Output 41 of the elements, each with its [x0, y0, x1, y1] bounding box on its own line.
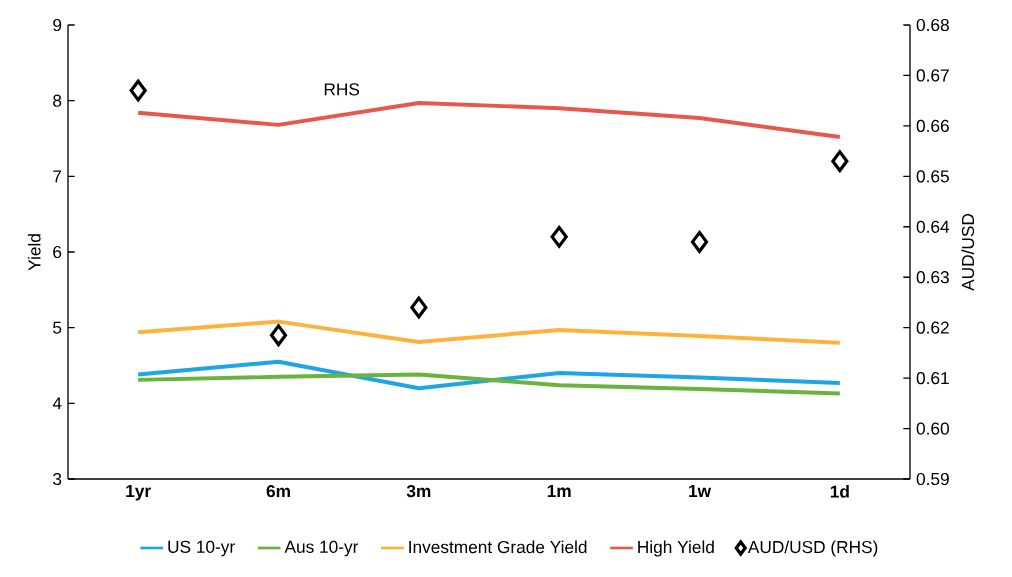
x-tick-label: 1yr: [126, 484, 151, 501]
y2-tick-label: 0.67: [916, 69, 949, 82]
point: [129, 79, 147, 102]
line-series: [136, 319, 842, 345]
point: [831, 150, 849, 172]
y-tick-label: 5: [53, 321, 62, 334]
legend-label: Investment Grade Yield: [409, 540, 587, 553]
y2-tick-label: 0.62: [916, 321, 949, 334]
x-tick-label: 6m: [266, 484, 290, 498]
y2-tick-label: 0.59: [916, 472, 949, 485]
y-tick-label: 6: [53, 245, 62, 258]
line-series: [136, 100, 842, 139]
y-tick-label: 4: [52, 397, 62, 410]
legend-label: Aus 10-yr: [284, 540, 359, 557]
y-tick-label: 9: [53, 18, 62, 31]
legend-label: US 10-yr: [168, 540, 235, 557]
legend-label: High Yield: [638, 540, 714, 557]
point: [550, 225, 568, 248]
y2-tick-label: 0.63: [916, 270, 949, 284]
y2-tick-label: 0.68: [916, 18, 949, 31]
y-tick-label: 7: [53, 170, 62, 183]
y2-axis-title: AUD/USD: [961, 213, 975, 291]
y-tick-label: 8: [53, 94, 62, 107]
y2-tick-label: 0.61: [916, 371, 949, 385]
line-series: [136, 372, 842, 396]
x-tick-label: 3m: [406, 484, 431, 498]
legend-label: AUD/USD (RHS): [747, 540, 878, 557]
point: [410, 296, 428, 319]
point: [690, 230, 709, 253]
x-tick-label: 1w: [689, 484, 712, 497]
y-tick-label: 3: [53, 472, 62, 485]
y2-tick-label: 0.60: [916, 422, 949, 435]
point: [269, 324, 288, 347]
y2-tick-label: 0.64: [916, 220, 950, 233]
y2-tick-label: 0.65: [916, 170, 949, 183]
annotation: RHS: [324, 83, 360, 96]
line-series: [136, 359, 842, 391]
x-tick-label: 1d: [830, 484, 849, 498]
x-tick-label: 1m: [547, 484, 571, 497]
y2-tick-label: 0.66: [916, 119, 949, 132]
y-axis-title: Yield: [27, 234, 41, 271]
